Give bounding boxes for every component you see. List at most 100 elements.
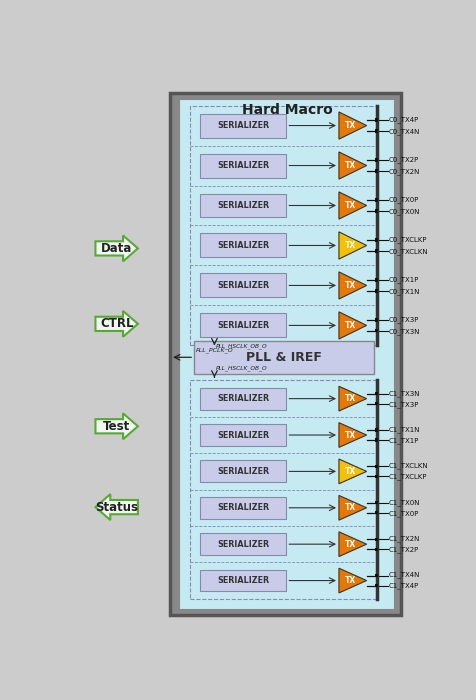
Text: C0_TX1N: C0_TX1N <box>388 288 420 295</box>
Text: SERIALIZER: SERIALIZER <box>217 430 269 440</box>
Polygon shape <box>339 232 367 259</box>
FancyBboxPatch shape <box>200 113 287 137</box>
Text: SERIALIZER: SERIALIZER <box>217 576 269 585</box>
Text: PLL_HSCLK_OB_O: PLL_HSCLK_OB_O <box>216 343 268 349</box>
Text: C0_TX3P: C0_TX3P <box>388 316 419 323</box>
Text: TX: TX <box>344 121 356 130</box>
FancyBboxPatch shape <box>200 388 287 409</box>
Polygon shape <box>339 496 367 520</box>
Text: TX: TX <box>344 394 356 403</box>
Text: TX: TX <box>344 467 356 476</box>
Bar <box>376 249 377 253</box>
FancyBboxPatch shape <box>200 234 287 258</box>
Text: SERIALIZER: SERIALIZER <box>217 540 269 549</box>
Polygon shape <box>339 423 367 447</box>
Text: Hard Macro: Hard Macro <box>242 104 333 118</box>
FancyBboxPatch shape <box>200 461 287 482</box>
FancyBboxPatch shape <box>200 314 287 337</box>
Bar <box>376 198 377 202</box>
FancyBboxPatch shape <box>190 106 377 345</box>
Text: TX: TX <box>344 321 356 330</box>
Text: C1_TX3N: C1_TX3N <box>388 390 420 396</box>
Text: TX: TX <box>344 540 356 549</box>
FancyBboxPatch shape <box>179 99 395 610</box>
Text: C1_TX4N: C1_TX4N <box>388 572 420 578</box>
Bar <box>376 501 377 505</box>
Polygon shape <box>339 272 367 299</box>
Text: C0_TX2N: C0_TX2N <box>388 168 420 175</box>
Polygon shape <box>339 459 367 484</box>
Text: TX: TX <box>344 241 356 250</box>
Polygon shape <box>96 494 138 520</box>
Bar <box>376 329 377 332</box>
Text: C1_TXCLKN: C1_TXCLKN <box>388 463 428 469</box>
Text: C0_TX0P: C0_TX0P <box>388 196 419 203</box>
FancyBboxPatch shape <box>200 274 287 298</box>
Text: C1_TX3P: C1_TX3P <box>388 401 419 407</box>
Polygon shape <box>339 532 367 556</box>
Text: SERIALIZER: SERIALIZER <box>217 503 269 512</box>
FancyBboxPatch shape <box>200 193 287 218</box>
Text: C1_TX1P: C1_TX1P <box>388 437 419 444</box>
Bar <box>376 239 377 241</box>
Text: TX: TX <box>344 281 356 290</box>
FancyBboxPatch shape <box>200 533 287 555</box>
Text: SERIALIZER: SERIALIZER <box>217 321 269 330</box>
Text: PLL_PCLK_O: PLL_PCLK_O <box>196 347 234 353</box>
Bar <box>376 547 377 551</box>
Polygon shape <box>339 152 367 179</box>
Text: PLL & IREF: PLL & IREF <box>246 351 322 364</box>
Text: SERIALIZER: SERIALIZER <box>217 394 269 403</box>
Text: C0_TXCLKN: C0_TXCLKN <box>388 248 428 255</box>
Text: C1_TX2N: C1_TX2N <box>388 536 420 542</box>
Text: C1_TX0N: C1_TX0N <box>388 499 420 505</box>
Text: Status: Status <box>95 500 138 514</box>
Text: C0_TX3N: C0_TX3N <box>388 328 420 335</box>
Text: Data: Data <box>101 242 132 255</box>
Bar <box>376 574 377 578</box>
Bar <box>376 475 377 478</box>
Text: C1_TX2P: C1_TX2P <box>388 546 419 553</box>
Text: CTRL: CTRL <box>100 317 133 330</box>
Bar <box>376 289 377 293</box>
Polygon shape <box>339 112 367 139</box>
FancyBboxPatch shape <box>200 497 287 519</box>
Polygon shape <box>96 235 138 261</box>
Text: C0_TX0N: C0_TX0N <box>388 208 420 215</box>
Bar <box>376 428 377 432</box>
Text: C1_TX0P: C1_TX0P <box>388 510 419 517</box>
Bar <box>376 158 377 162</box>
Text: C0_TX1P: C0_TX1P <box>388 276 419 283</box>
Bar <box>376 209 377 213</box>
Text: C1_TX4P: C1_TX4P <box>388 582 419 589</box>
Text: SERIALIZER: SERIALIZER <box>217 241 269 250</box>
Bar <box>376 318 377 321</box>
Text: SERIALIZER: SERIALIZER <box>217 467 269 476</box>
FancyBboxPatch shape <box>194 341 374 374</box>
Bar <box>376 118 377 122</box>
Polygon shape <box>96 413 138 439</box>
Polygon shape <box>339 312 367 339</box>
Text: Test: Test <box>103 420 130 433</box>
Text: SERIALIZER: SERIALIZER <box>217 201 269 210</box>
Bar <box>376 279 377 281</box>
FancyBboxPatch shape <box>200 570 287 592</box>
Text: C0_TX4N: C0_TX4N <box>388 128 420 135</box>
Text: SERIALIZER: SERIALIZER <box>217 121 269 130</box>
Text: SERIALIZER: SERIALIZER <box>217 161 269 170</box>
Text: TX: TX <box>344 161 356 170</box>
Text: C0_TXCLKP: C0_TXCLKP <box>388 236 427 243</box>
Text: TX: TX <box>344 430 356 440</box>
Bar <box>376 392 377 396</box>
Text: TX: TX <box>344 576 356 585</box>
Polygon shape <box>96 311 138 337</box>
Polygon shape <box>339 386 367 411</box>
Text: TX: TX <box>344 503 356 512</box>
Bar <box>376 402 377 405</box>
FancyBboxPatch shape <box>190 381 377 598</box>
Bar <box>376 538 377 541</box>
Text: C1_TX1N: C1_TX1N <box>388 426 420 433</box>
Text: C0_TX4P: C0_TX4P <box>388 116 419 123</box>
FancyBboxPatch shape <box>170 93 401 615</box>
Bar <box>376 465 377 468</box>
